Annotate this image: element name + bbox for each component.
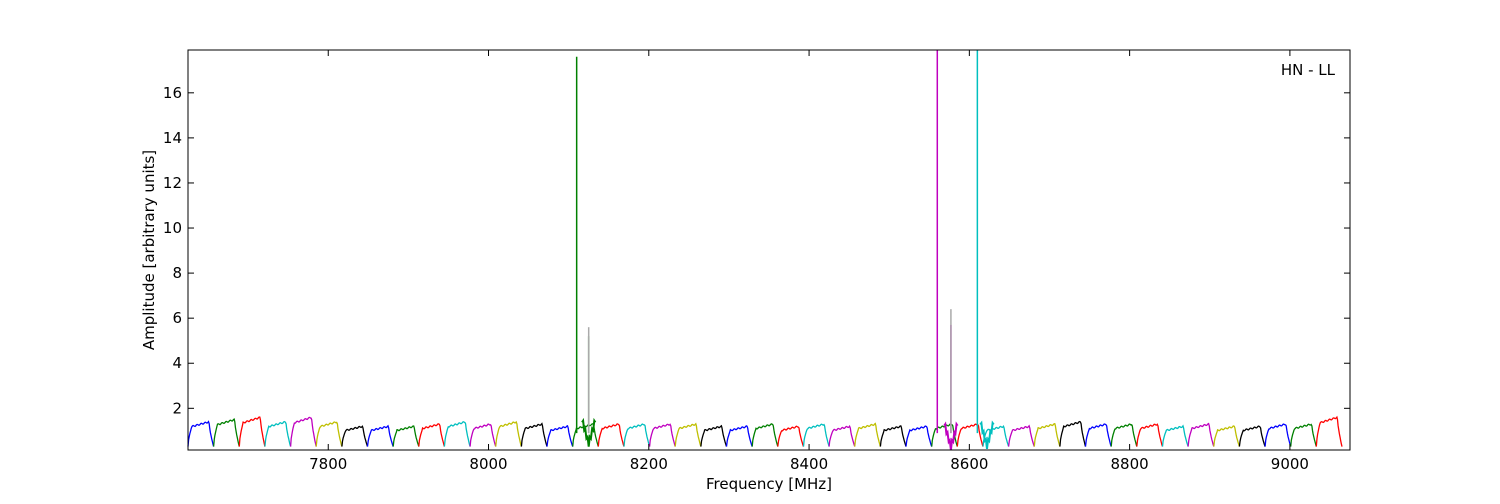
y-axis-label: Amplitude [arbitrary units]: [140, 150, 158, 350]
y-tick-label: 2: [172, 399, 182, 417]
channel-series-line: [1238, 425, 1266, 447]
channel-series-line: [392, 425, 420, 447]
x-tick-label: 9000: [1271, 455, 1309, 473]
channel-series-line: [674, 422, 702, 447]
channel-series-line: [1059, 420, 1087, 447]
channel-series-line: [341, 425, 369, 447]
channel-series-line: [443, 421, 471, 447]
x-tick-label: 7800: [309, 455, 347, 473]
channel-series-line: [828, 424, 856, 447]
channel-series-line: [1033, 422, 1061, 447]
spike-layer: [575, 50, 979, 434]
channel-series-line: [1213, 425, 1241, 447]
channel-series-line: [751, 423, 779, 447]
channel-series-line: [802, 423, 830, 447]
channel-series-line: [315, 421, 343, 447]
channel-series-line: [1084, 423, 1112, 447]
channel-series-line: [982, 425, 1010, 447]
y-tick-label: 8: [172, 264, 182, 282]
channel-series-line: [1315, 415, 1343, 447]
y-tick-label: 6: [172, 309, 182, 327]
channel-series-line: [187, 420, 215, 447]
channel-series-line: [879, 425, 907, 447]
channel-series-line: [1290, 423, 1317, 447]
channel-series-line: [777, 425, 805, 447]
y-tick-label: 10: [163, 219, 182, 237]
y-tick-label: 4: [172, 354, 182, 372]
series-layer: [187, 415, 1343, 451]
channel-series-line: [418, 423, 446, 447]
x-tick-label: 8400: [790, 455, 828, 473]
y-tick-label: 14: [163, 129, 182, 147]
x-tick-label: 8800: [1111, 455, 1149, 473]
x-tick-label: 8200: [630, 455, 668, 473]
channel-series-line: [366, 424, 394, 447]
channel-series-line: [1161, 424, 1189, 447]
channel-series-line: [289, 416, 317, 447]
channel-series-line: [905, 425, 933, 447]
channel-series-line: [725, 425, 753, 447]
channel-series-line: [238, 416, 266, 447]
channel-series-line: [264, 420, 292, 447]
annotation-label: HN - LL: [1281, 61, 1336, 79]
channel-series-line: [1007, 424, 1035, 447]
channel-series-line: [212, 418, 240, 447]
channel-series-line: [597, 423, 625, 447]
tick-layer: 7800 8000 8200 8400 8600 8800 9000 2 4 6 8 10 12 14 16: [163, 50, 1350, 473]
y-tick-label: 12: [163, 174, 182, 192]
channel-series-line: [520, 422, 548, 447]
channel-series-line: [1136, 423, 1164, 447]
x-axis-label: Frequency [MHz]: [706, 475, 832, 493]
x-tick-label: 8000: [469, 455, 507, 473]
channel-series-line: [700, 424, 728, 447]
channel-series-line: [854, 422, 882, 447]
channel-series-line: [1187, 422, 1215, 447]
y-tick-label: 16: [163, 84, 182, 102]
channel-series-line: [931, 423, 958, 447]
channel-series-line: [1264, 423, 1292, 447]
channel-series-line: [956, 423, 984, 447]
rfi-dip-line: [979, 420, 995, 450]
plot-frame: [187, 49, 1351, 451]
x-tick-label: 8600: [950, 455, 988, 473]
channel-series-line: [623, 423, 651, 447]
rfi-dip-line: [581, 417, 597, 447]
channel-series-line: [648, 423, 676, 447]
channel-series-line: [546, 424, 574, 447]
channel-series-line: [495, 420, 523, 447]
channel-series-line: [469, 423, 497, 447]
channel-series-line: [1110, 423, 1138, 447]
